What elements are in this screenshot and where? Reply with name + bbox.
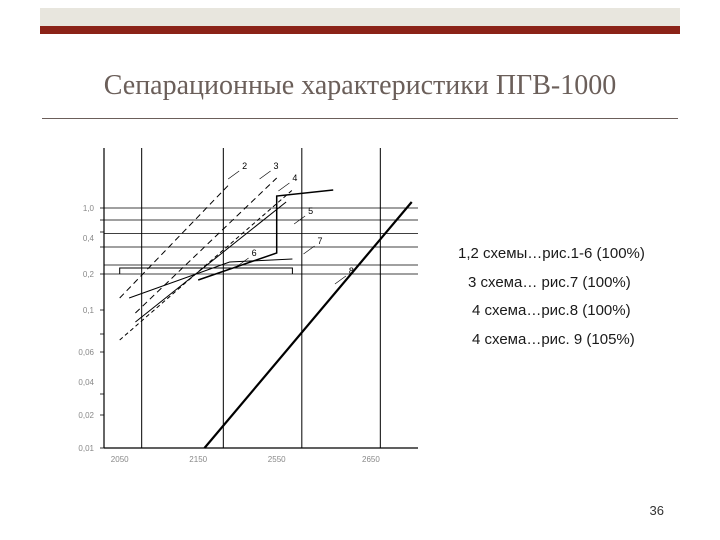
- legend-item: 3 схема… рис.7 (100%): [458, 269, 708, 298]
- legend-item: 4 схема…рис.8 (100%): [458, 297, 708, 326]
- svg-text:2: 2: [242, 161, 247, 171]
- header-band: [40, 8, 680, 26]
- svg-text:0,01: 0,01: [78, 444, 94, 453]
- separation-chart: 0,01 0,02 0,04 0,06 0,1 0,2 0,4 1,0 2050 2150 2550…: [48, 138, 428, 478]
- svg-text:6: 6: [252, 248, 257, 258]
- svg-text:2550: 2550: [268, 455, 286, 464]
- chart-svg: 0,01 0,02 0,04 0,06 0,1 0,2 0,4 1,0 2050 2150 2550…: [48, 138, 428, 478]
- svg-text:8: 8: [349, 266, 354, 276]
- svg-text:1,0: 1,0: [83, 204, 95, 213]
- legend-item: 1,2 схемы…рис.1-6 (100%): [458, 240, 708, 269]
- svg-text:0,02: 0,02: [78, 411, 94, 420]
- svg-text:7: 7: [318, 236, 323, 246]
- accent-stripe: [40, 26, 680, 34]
- svg-text:5: 5: [308, 206, 313, 216]
- title-underline: [42, 118, 678, 119]
- svg-text:0,1: 0,1: [83, 306, 95, 315]
- svg-text:2050: 2050: [111, 455, 129, 464]
- page-number: 36: [650, 503, 664, 518]
- legend-item: 4 схема…рис. 9 (105%): [458, 326, 708, 355]
- svg-text:2150: 2150: [189, 455, 207, 464]
- svg-text:0,4: 0,4: [83, 234, 95, 243]
- svg-text:2650: 2650: [362, 455, 380, 464]
- svg-text:0,04: 0,04: [78, 378, 94, 387]
- svg-text:0,2: 0,2: [83, 270, 95, 279]
- page-title: Сепарационные характеристики ПГВ-1000: [0, 70, 720, 102]
- svg-text:3: 3: [274, 161, 279, 171]
- svg-text:4: 4: [292, 173, 297, 183]
- chart-legend: 1,2 схемы…рис.1-6 (100%) 3 схема… рис.7 …: [458, 240, 708, 354]
- svg-text:0,06: 0,06: [78, 348, 94, 357]
